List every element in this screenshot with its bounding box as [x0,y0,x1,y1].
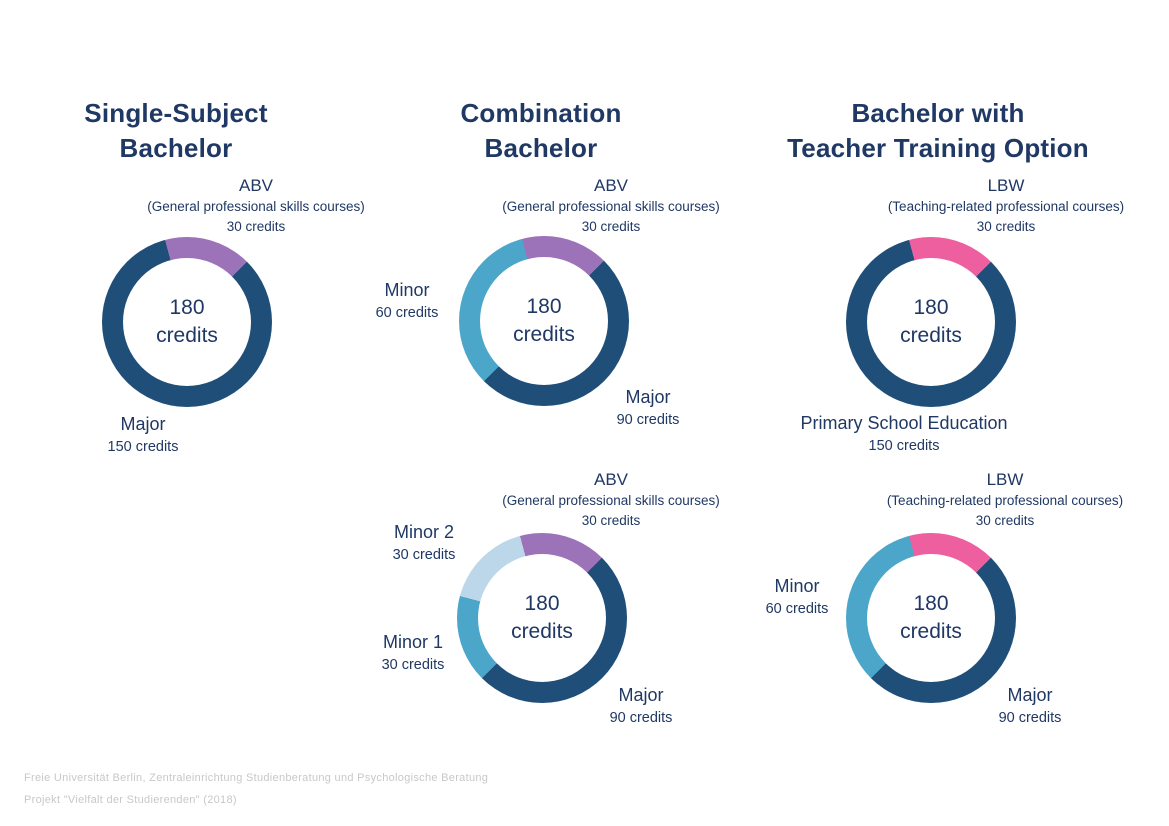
segment-credits: 60 credits [375,305,439,321]
segment-description: (Teaching-related professional courses) [887,199,1125,214]
donut-combination-60-minor: 180 credits [459,236,629,406]
column-title-combination-bachelor: Combination Bachelor [460,96,621,166]
segment-credits: 30 credits [976,219,1036,234]
footer-line: Projekt "Vielfalt der Studierenden" (201… [24,794,237,806]
segment-credits: 90 credits [616,412,680,428]
segment-description: (General professional skills courses) [147,199,365,214]
segment-name: Major [625,387,671,407]
donut-center-label: 180 credits [846,237,1016,407]
donut-hole [867,554,995,682]
major-label: Major 90 credits [617,386,680,431]
segment-credits: 30 credits [581,513,641,528]
segment-credits: 90 credits [998,710,1062,726]
segment-name: Minor 1 [382,632,444,652]
abv-label: ABV (General professional skills courses… [147,174,365,237]
title-line: Bachelor [484,133,598,163]
major-label: Major 90 credits [610,684,673,729]
primary-school-education-label: Primary School Education 150 credits [800,412,1007,457]
donut-single-subject: 180 credits [102,237,272,407]
segment-name: Major [1007,685,1053,705]
donut-teacher-training-primary: 180 credits [846,237,1016,407]
abv-label: ABV (General professional skills courses… [502,468,720,531]
segment-description: (General professional skills courses) [502,199,720,214]
segment-credits: 150 credits [107,439,179,455]
major-label: Major 90 credits [999,684,1062,729]
donut-hole [123,258,251,386]
segment-credits: 30 credits [975,513,1035,528]
center-total: 180 [169,296,205,319]
minor-label: Minor 60 credits [766,575,829,620]
footer-attribution: Freie Universität Berlin, Zentraleinrich… [24,767,488,811]
minor2-label: Minor 2 30 credits [393,521,456,566]
segment-credits: 30 credits [381,657,445,673]
center-total: 180 [526,295,562,318]
title-line: Combination [460,98,622,128]
donut-center-label: 180 credits [459,236,629,406]
segment-name: ABV [593,176,629,195]
donut-hole [867,258,995,386]
center-total: 180 [913,296,949,319]
segment-credits: 30 credits [392,547,456,563]
donut-teacher-training-minor: 180 credits [846,533,1016,703]
segment-name: Major [120,414,166,434]
minor1-label: Minor 1 30 credits [382,631,445,676]
center-unit: credits [156,324,218,347]
lbw-label: LBW (Teaching-related professional cours… [888,174,1124,237]
segment-credits: 30 credits [581,219,641,234]
footer-line: Freie Universität Berlin, Zentraleinrich… [24,772,489,784]
segment-name: Primary School Education [800,413,1008,433]
center-unit: credits [900,324,962,347]
donut-combination-two-minors: 180 credits [457,533,627,703]
segment-credits: 150 credits [868,438,940,454]
title-line: Teacher Training Option [787,133,1089,163]
center-total: 180 [913,592,949,615]
center-unit: credits [511,620,573,643]
abv-label: ABV (General professional skills courses… [502,174,720,237]
donut-hole [480,257,608,385]
segment-name: Minor 2 [393,522,455,542]
segment-name: Minor [384,280,430,300]
donut-center-label: 180 credits [846,533,1016,703]
center-unit: credits [900,620,962,643]
title-line: Bachelor with [851,98,1025,128]
lbw-label: LBW (Teaching-related professional cours… [887,468,1123,531]
segment-credits: 90 credits [609,710,673,726]
major-label: Major 150 credits [108,413,179,458]
donut-hole [478,554,606,682]
segment-name: Major [618,685,664,705]
donut-center-label: 180 credits [457,533,627,703]
segment-name: LBW [986,470,1024,489]
segment-credits: 60 credits [765,601,829,617]
segment-description: (Teaching-related professional courses) [886,493,1124,508]
title-line: Single-Subject [84,98,268,128]
segment-name: ABV [593,470,629,489]
center-total: 180 [524,592,560,615]
title-line: Bachelor [119,133,233,163]
donut-center-label: 180 credits [102,237,272,407]
minor-label: Minor 60 credits [376,279,439,324]
segment-description: (General professional skills courses) [502,493,720,508]
segment-name: ABV [238,176,274,195]
segment-name: LBW [987,176,1025,195]
segment-name: Minor [774,576,820,596]
center-unit: credits [513,323,575,346]
column-title-teacher-training: Bachelor with Teacher Training Option [787,96,1089,166]
column-title-single-subject-bachelor: Single-Subject Bachelor [84,96,267,166]
segment-credits: 30 credits [226,219,286,234]
